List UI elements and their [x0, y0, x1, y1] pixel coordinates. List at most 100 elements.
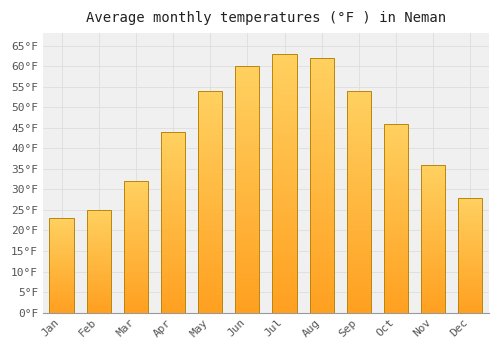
Bar — [50, 312, 74, 313]
Bar — [272, 139, 296, 142]
Bar — [384, 169, 408, 171]
Bar — [236, 106, 260, 108]
Bar — [86, 282, 111, 283]
Bar — [198, 202, 222, 204]
Bar — [347, 255, 371, 257]
Bar — [50, 298, 74, 299]
Bar — [124, 268, 148, 269]
Bar — [161, 132, 185, 313]
Bar — [310, 86, 334, 89]
Bar — [50, 289, 74, 290]
Bar — [198, 246, 222, 248]
Bar — [458, 285, 482, 286]
Bar — [124, 229, 148, 230]
Bar — [50, 241, 74, 242]
Bar — [161, 177, 185, 179]
Bar — [50, 229, 74, 230]
Bar — [384, 161, 408, 163]
Bar — [347, 226, 371, 228]
Bar — [384, 173, 408, 175]
Bar — [86, 278, 111, 279]
Bar — [236, 263, 260, 266]
Bar — [310, 270, 334, 272]
Bar — [236, 293, 260, 295]
Bar — [272, 170, 296, 173]
Bar — [50, 306, 74, 307]
Bar — [272, 67, 296, 69]
Bar — [236, 276, 260, 278]
Bar — [458, 214, 482, 215]
Bar — [384, 292, 408, 294]
Bar — [384, 184, 408, 186]
Bar — [384, 239, 408, 241]
Bar — [421, 280, 445, 281]
Bar — [236, 222, 260, 224]
Bar — [458, 308, 482, 309]
Bar — [421, 208, 445, 209]
Bar — [347, 131, 371, 133]
Bar — [198, 244, 222, 246]
Bar — [272, 126, 296, 129]
Bar — [347, 102, 371, 104]
Bar — [198, 164, 222, 166]
Bar — [458, 280, 482, 281]
Bar — [86, 226, 111, 228]
Bar — [198, 188, 222, 191]
Bar — [161, 141, 185, 143]
Bar — [272, 307, 296, 310]
Bar — [310, 206, 334, 208]
Bar — [198, 160, 222, 162]
Bar — [272, 281, 296, 284]
Bar — [310, 195, 334, 198]
Bar — [310, 139, 334, 142]
Bar — [458, 261, 482, 262]
Bar — [347, 140, 371, 142]
Bar — [272, 116, 296, 119]
Bar — [86, 286, 111, 287]
Bar — [347, 261, 371, 264]
Bar — [458, 243, 482, 244]
Bar — [161, 271, 185, 273]
Bar — [86, 230, 111, 231]
Bar — [384, 261, 408, 264]
Bar — [347, 257, 371, 259]
Bar — [310, 241, 334, 244]
Bar — [86, 288, 111, 289]
Bar — [272, 253, 296, 256]
Bar — [236, 246, 260, 248]
Bar — [347, 208, 371, 211]
Bar — [421, 262, 445, 264]
Bar — [236, 224, 260, 226]
Bar — [161, 303, 185, 306]
Bar — [198, 126, 222, 128]
Bar — [384, 188, 408, 190]
Bar — [310, 127, 334, 129]
Bar — [161, 219, 185, 220]
Bar — [236, 184, 260, 187]
Bar — [124, 181, 148, 313]
Bar — [86, 279, 111, 280]
Bar — [458, 301, 482, 302]
Bar — [50, 218, 74, 219]
Bar — [458, 247, 482, 248]
Bar — [86, 249, 111, 250]
Bar — [50, 219, 74, 220]
Bar — [384, 256, 408, 258]
Bar — [421, 295, 445, 296]
Bar — [458, 251, 482, 252]
Bar — [421, 228, 445, 230]
Bar — [310, 208, 334, 211]
Bar — [421, 301, 445, 302]
Bar — [310, 132, 334, 134]
Bar — [272, 124, 296, 126]
Bar — [458, 212, 482, 214]
Bar — [384, 160, 408, 161]
Bar — [124, 261, 148, 262]
Bar — [161, 145, 185, 146]
Bar — [161, 157, 185, 159]
Bar — [161, 247, 185, 249]
Bar — [310, 246, 334, 249]
Bar — [50, 235, 74, 236]
Bar — [384, 271, 408, 273]
Bar — [458, 270, 482, 271]
